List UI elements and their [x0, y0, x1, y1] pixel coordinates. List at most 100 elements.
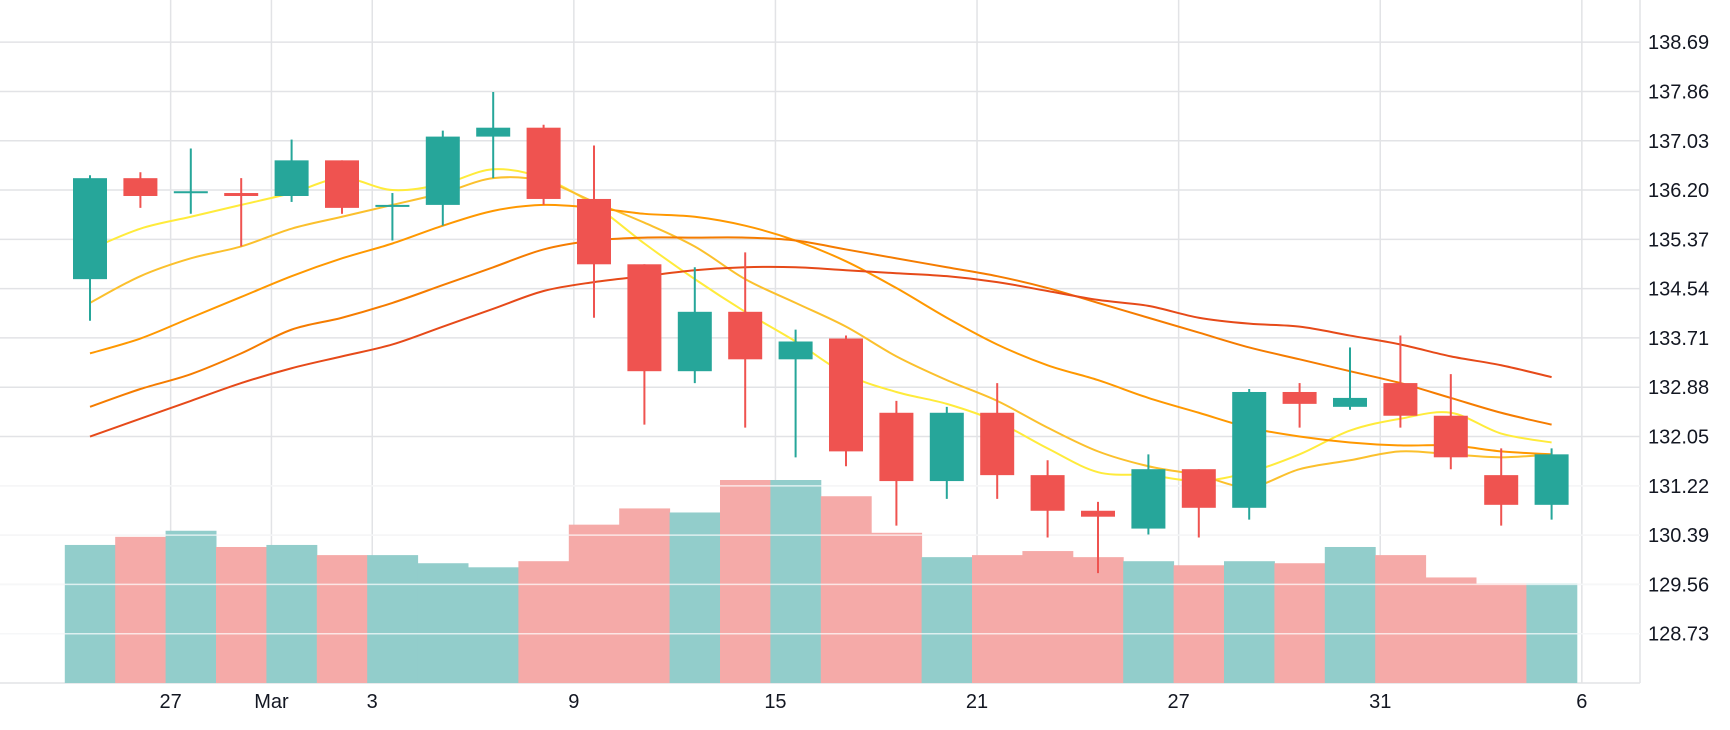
- candles: [73, 92, 1569, 574]
- volume-bar: [1123, 561, 1175, 683]
- candle: [526, 124, 561, 205]
- volume-bar: [1173, 565, 1225, 683]
- y-tick-label: 132.05: [1648, 427, 1709, 449]
- candle-body: [173, 191, 208, 194]
- moving-average-line: [89, 236, 1552, 426]
- candle: [627, 264, 662, 425]
- x-tick-label: Mar: [254, 691, 289, 713]
- volume-bar: [921, 557, 973, 683]
- candle: [476, 92, 511, 179]
- y-tick-label: 128.73: [1648, 624, 1709, 646]
- y-tick-label: 132.88: [1648, 377, 1709, 399]
- candle: [224, 178, 259, 247]
- candle-body: [1484, 475, 1519, 505]
- candle: [1383, 335, 1418, 428]
- volume-bar: [820, 496, 872, 683]
- volume-bar: [669, 512, 721, 683]
- candle: [728, 252, 763, 428]
- candle: [325, 160, 359, 214]
- x-tick-label: 31: [1369, 691, 1391, 713]
- volume-bar: [1324, 546, 1376, 683]
- candle: [1484, 448, 1519, 526]
- candle: [929, 406, 964, 499]
- candle: [73, 175, 107, 321]
- candle-body: [677, 311, 712, 372]
- volume-bar: [1425, 577, 1477, 683]
- x-tick-label: 6: [1576, 691, 1587, 713]
- volume-bar: [316, 555, 368, 683]
- x-tick-label: 9: [568, 691, 579, 713]
- candle: [980, 383, 1015, 499]
- candle: [425, 130, 460, 226]
- candle-body: [526, 127, 561, 199]
- volume-bar: [1224, 561, 1275, 683]
- candle: [677, 267, 712, 384]
- volume-bar: [770, 480, 822, 683]
- x-tick-label: 27: [160, 691, 182, 713]
- y-tick-label: 131.22: [1648, 476, 1709, 498]
- y-tick-label: 134.54: [1648, 279, 1709, 301]
- volume-bar: [518, 561, 570, 683]
- y-tick-label: 133.71: [1648, 328, 1709, 350]
- candle-body: [425, 136, 460, 205]
- candle-body: [325, 160, 359, 208]
- volume-bar: [64, 544, 116, 683]
- volume-bar: [417, 563, 469, 683]
- candle: [879, 400, 914, 526]
- candle: [1081, 501, 1115, 574]
- volume-bar: [367, 555, 419, 683]
- candle-body: [1131, 469, 1166, 529]
- volume-bar: [1274, 563, 1326, 683]
- candle-body: [879, 412, 914, 482]
- x-tick-label: 3: [367, 691, 378, 713]
- candle: [1131, 454, 1166, 535]
- volume-bar: [619, 508, 671, 683]
- volume-bar: [165, 530, 217, 683]
- volume-bar: [1375, 555, 1427, 683]
- candle-body: [73, 178, 107, 280]
- candle: [1282, 383, 1317, 428]
- moving-average-line: [89, 265, 1552, 438]
- volume-bars: [0, 480, 1640, 683]
- moving-average-line: [89, 203, 1552, 456]
- candle: [1333, 347, 1367, 410]
- candle: [1232, 389, 1267, 520]
- y-tick-label: 129.56: [1648, 574, 1709, 596]
- candle-body: [577, 198, 611, 265]
- x-axis: 27 Mar 3 9 15 21 27 31 6: [160, 691, 1588, 713]
- candle-body: [1333, 397, 1367, 407]
- y-tick-label: 136.20: [1648, 180, 1709, 202]
- y-tick-label: 138.69: [1648, 32, 1709, 54]
- candle-body: [224, 193, 259, 196]
- moving-averages: [89, 168, 1552, 489]
- candle-body: [929, 412, 964, 482]
- volume-bar: [468, 567, 519, 683]
- candle-body: [274, 160, 309, 196]
- candle: [123, 172, 158, 208]
- candle: [375, 193, 410, 241]
- candle-body: [1534, 454, 1569, 505]
- y-tick-label: 137.86: [1648, 81, 1709, 103]
- y-tick-label: 137.03: [1648, 131, 1709, 153]
- candle-body: [1181, 469, 1216, 508]
- candle-body: [627, 264, 662, 372]
- y-tick-label: 135.37: [1648, 229, 1709, 251]
- candle: [1534, 448, 1569, 520]
- candle: [173, 148, 208, 214]
- candle: [274, 139, 309, 202]
- candle-body: [1433, 415, 1468, 458]
- candle: [829, 335, 863, 467]
- candle-body: [1030, 475, 1065, 511]
- candle: [778, 329, 813, 458]
- volume-bar: [1072, 557, 1124, 683]
- moving-average-line: [89, 176, 1552, 489]
- x-tick-label: 27: [1168, 691, 1190, 713]
- x-tick-label: 15: [764, 691, 786, 713]
- candle-body: [980, 412, 1015, 476]
- candle: [1433, 374, 1468, 470]
- volume-bar: [216, 546, 267, 683]
- candle-body: [1081, 510, 1115, 517]
- volume-bar: [115, 536, 167, 683]
